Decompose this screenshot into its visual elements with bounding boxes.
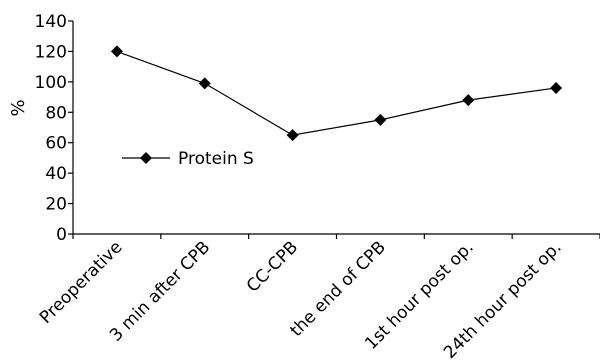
data-point bbox=[110, 45, 123, 58]
series-line-protein-s bbox=[116, 50, 557, 136]
y-tick-label: 100 bbox=[35, 73, 67, 93]
y-tick-label: 20 bbox=[45, 195, 67, 215]
data-point bbox=[286, 129, 299, 142]
x-tick-label: Preoperative bbox=[36, 237, 127, 328]
y-tick-label: 140 bbox=[35, 12, 67, 32]
y-tick-label: 120 bbox=[35, 42, 67, 62]
y-tick-label: 80 bbox=[45, 103, 67, 123]
legend: Protein S bbox=[122, 149, 254, 169]
y-axis-title: % bbox=[8, 99, 29, 116]
data-point bbox=[550, 81, 563, 94]
x-tick-label: CC-CPB bbox=[243, 237, 302, 296]
data-point bbox=[462, 94, 475, 107]
y-tick-label: 0 bbox=[56, 225, 67, 245]
y-tick-label: 40 bbox=[45, 164, 67, 184]
data-point bbox=[198, 77, 211, 90]
y-tick-label: 60 bbox=[45, 134, 67, 154]
legend-label: Protein S bbox=[178, 149, 254, 169]
legend-marker bbox=[140, 152, 152, 164]
data-point bbox=[374, 113, 387, 126]
